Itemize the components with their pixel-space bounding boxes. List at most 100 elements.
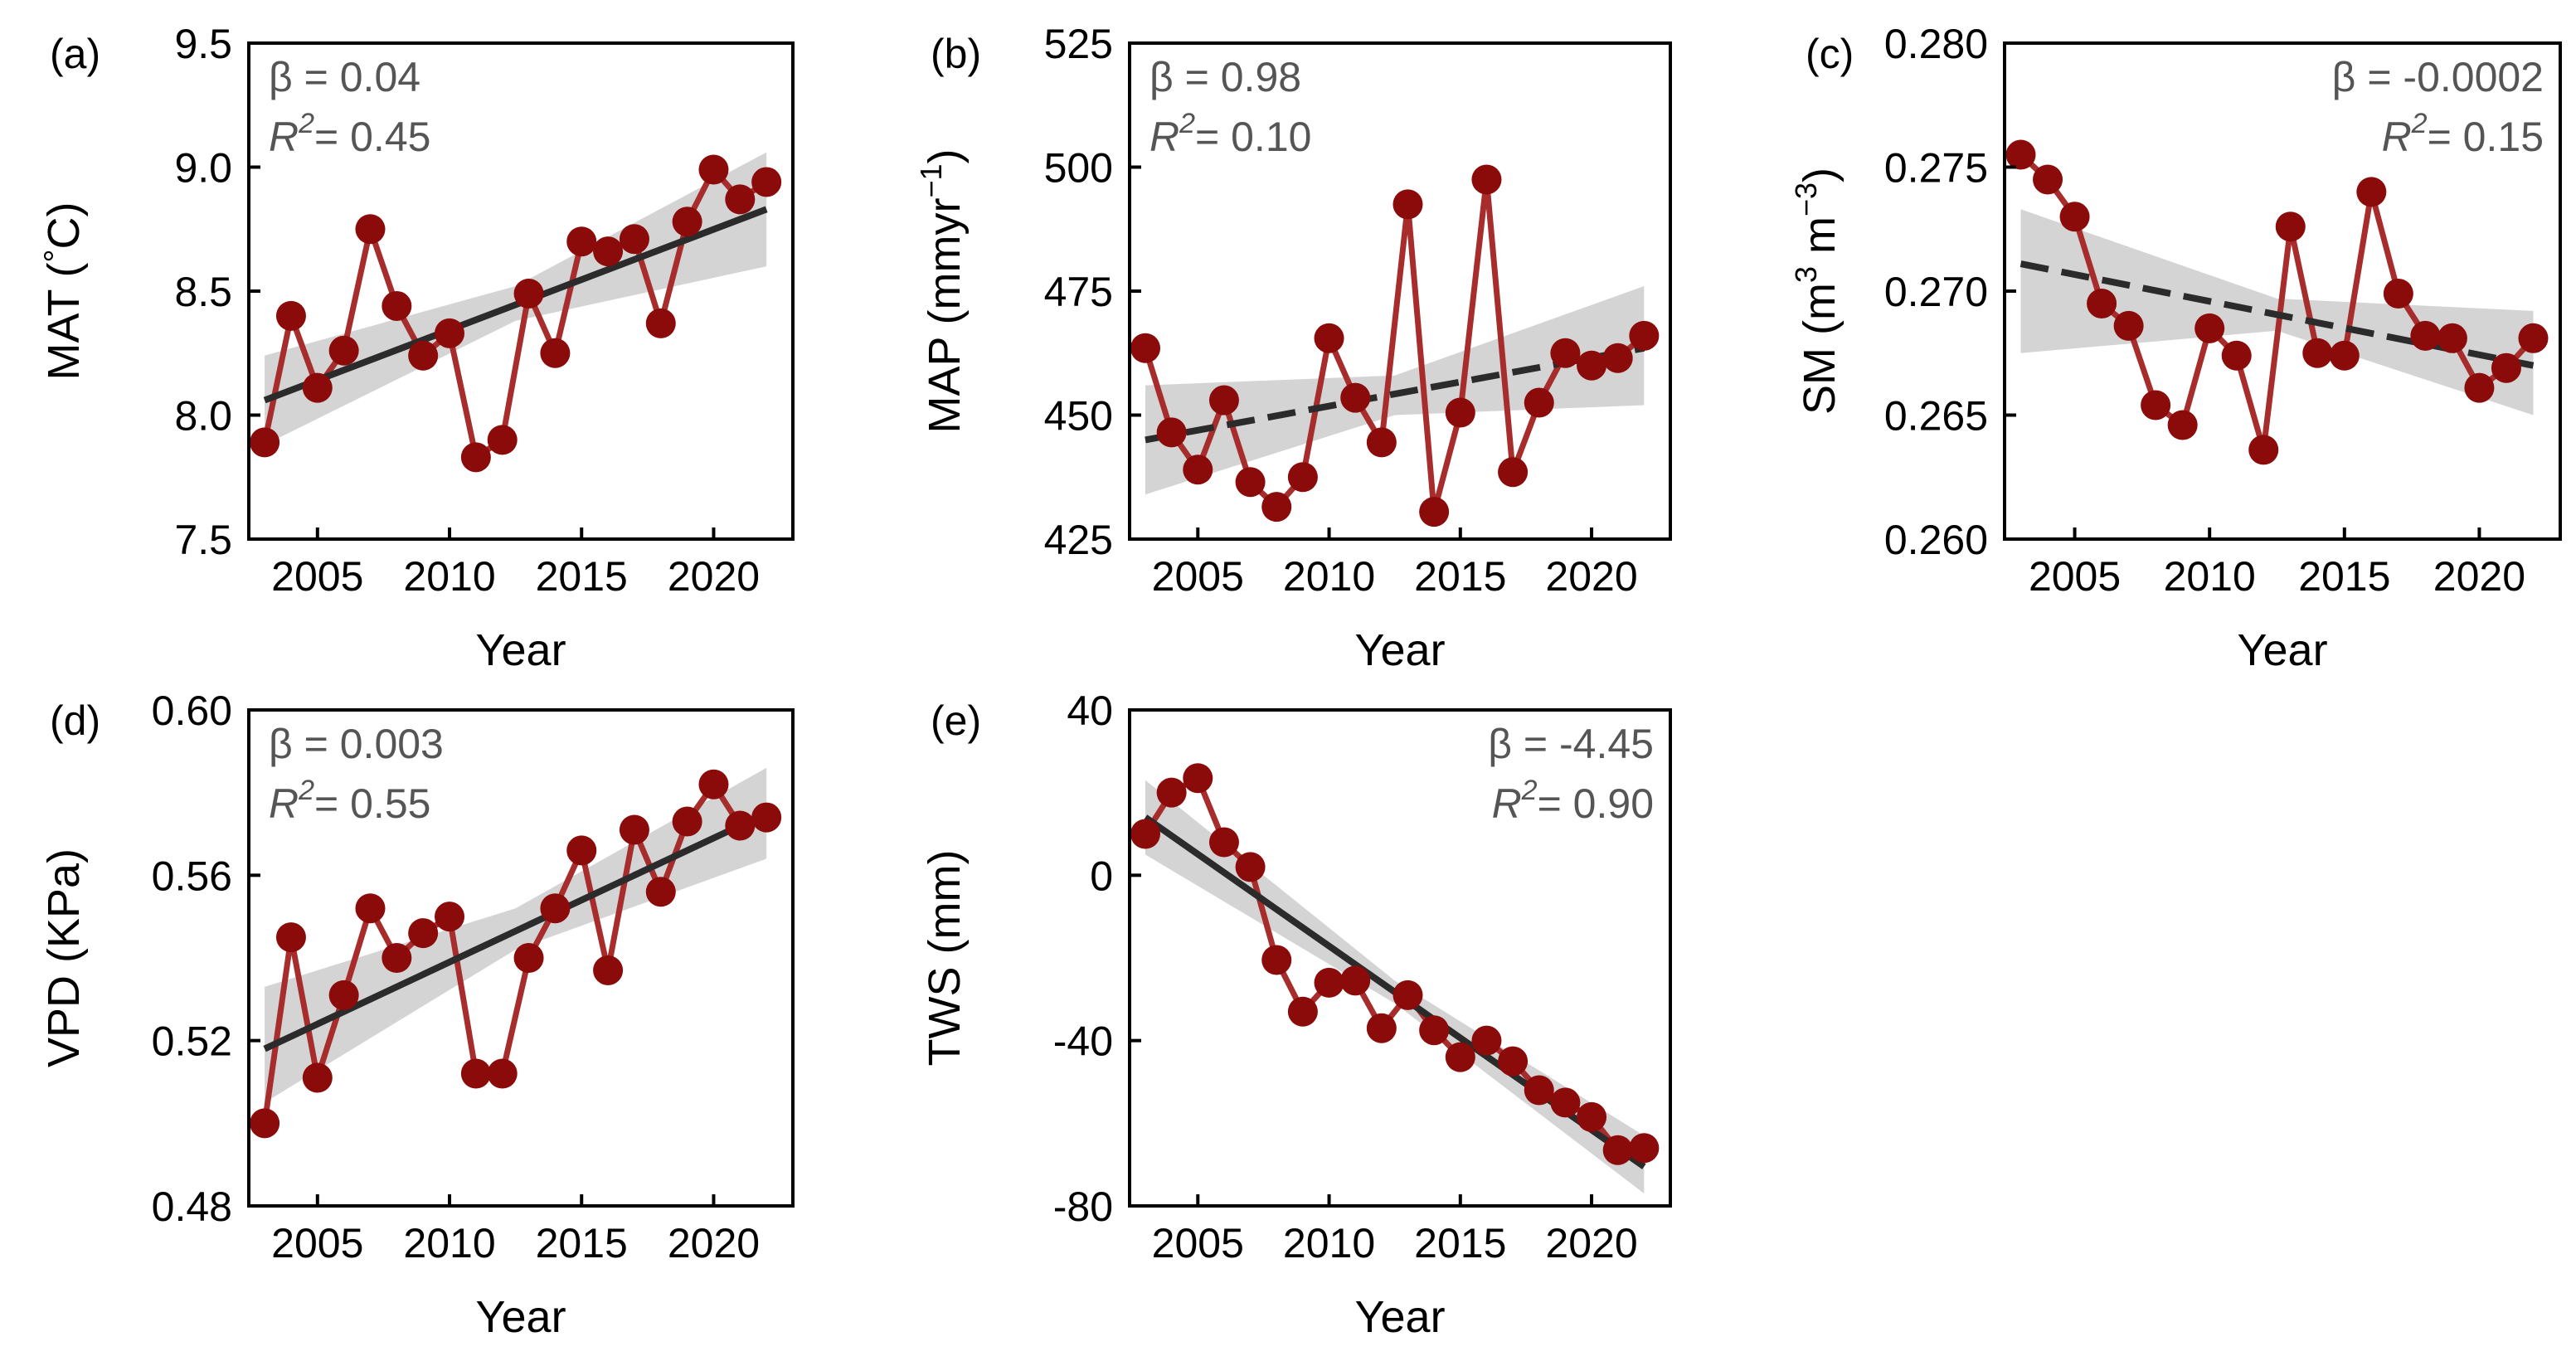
data-point — [1524, 387, 1554, 418]
data-point — [250, 1108, 280, 1139]
x-tick-label: 2015 — [1414, 1220, 1506, 1266]
r2-superscript: 2 — [2411, 108, 2428, 139]
data-point — [1340, 965, 1371, 996]
data-point — [1602, 343, 1633, 373]
plot-frame — [247, 708, 795, 1208]
data-point — [1498, 1046, 1529, 1077]
beta-annotation: β = -0.0002 — [2332, 54, 2544, 100]
data-point — [355, 893, 386, 924]
trend-line — [263, 206, 768, 404]
beta-annotation: β = 0.98 — [1149, 54, 1301, 100]
data-point — [566, 226, 597, 257]
y-axis-title-part: −3 — [1789, 182, 1823, 216]
data-point — [1471, 164, 1502, 195]
x-tick-label: 2020 — [668, 1220, 760, 1266]
data-point — [1602, 1135, 1633, 1165]
y-axis-title-part: TWS (mm) — [920, 850, 970, 1067]
x-tick-label: 2015 — [2298, 553, 2390, 600]
data-point — [1314, 323, 1344, 353]
data-point — [1183, 763, 1213, 794]
r2-value: = 0.90 — [1538, 780, 1654, 827]
data-point — [698, 769, 729, 800]
data-point — [1366, 1013, 1397, 1043]
trend-line — [263, 809, 768, 1052]
data-point — [2033, 164, 2063, 195]
x-tick-label: 2010 — [403, 553, 495, 600]
data-point — [513, 943, 544, 973]
y-axis-title: MAT (°C) — [38, 202, 89, 381]
y-tick-label: 450 — [1044, 393, 1113, 440]
y-axis-title: SM (m3 m−3) — [1789, 168, 1845, 415]
data-point — [619, 814, 649, 845]
data-point — [1629, 1133, 1660, 1164]
data-point — [1550, 1087, 1581, 1118]
data-point — [302, 372, 333, 403]
y-tick-label: 0.265 — [1884, 393, 1988, 440]
y-axis-title: MAP (mmyr−1) — [914, 148, 970, 433]
x-tick-label: 2010 — [2164, 553, 2256, 600]
data-point — [328, 335, 359, 366]
y-tick-label: 525 — [1044, 21, 1113, 67]
x-tick-label: 2020 — [1545, 1220, 1637, 1266]
x-axis-title: Year — [1354, 1292, 1445, 1342]
data-point — [645, 308, 676, 338]
y-tick-label: 0.60 — [152, 688, 232, 734]
x-tick-label: 2020 — [1545, 553, 1637, 600]
data-point — [725, 184, 756, 215]
y-tick-label: -80 — [1053, 1184, 1113, 1230]
x-axis-title: Year — [2237, 625, 2327, 675]
confidence-band — [1145, 286, 1645, 495]
data-point — [2221, 340, 2252, 371]
y-axis-title-part: ° — [38, 249, 75, 262]
data-point — [2302, 338, 2333, 368]
data-point — [1445, 1042, 1475, 1072]
data-point — [1524, 1075, 1554, 1106]
data-point — [1550, 338, 1581, 368]
r2-superscript: 2 — [1179, 108, 1195, 139]
x-tick-label: 2010 — [403, 1220, 495, 1266]
data-point — [2491, 352, 2521, 383]
data-point — [2275, 211, 2306, 242]
y-tick-label: 7.5 — [174, 517, 232, 563]
data-point — [435, 318, 465, 348]
data-point — [2194, 313, 2225, 343]
data-point — [540, 893, 571, 924]
data-point — [460, 442, 491, 473]
beta-annotation: β = -4.45 — [1488, 721, 1654, 767]
r2-symbol: R — [1492, 780, 1522, 827]
r2-annotation: R2= 0.45 — [269, 108, 430, 160]
data-point — [1130, 333, 1160, 363]
data-point — [1261, 945, 1292, 975]
x-tick-label: 2020 — [668, 553, 760, 600]
y-axis-title-part: ) — [920, 148, 970, 163]
r2-value: = 0.10 — [1195, 114, 1311, 160]
data-point — [1498, 457, 1529, 488]
r2-value: = 0.15 — [2428, 114, 2544, 160]
data-point — [2464, 372, 2495, 403]
x-tick-label: 2005 — [2029, 553, 2121, 600]
y-axis-title-part: m — [1795, 216, 1845, 266]
panel-label: (c) — [1806, 31, 1854, 77]
data-point — [2248, 435, 2279, 465]
y-axis-title-part: 3 — [1789, 266, 1823, 283]
r2-symbol: R — [269, 780, 299, 827]
data-point — [1577, 1101, 1607, 1132]
data-point — [1419, 1015, 1450, 1046]
data-point — [382, 943, 412, 973]
data-point — [1208, 385, 1239, 416]
y-axis-title-part: SM (m — [1795, 283, 1845, 415]
data-point — [619, 224, 649, 255]
data-point — [1130, 819, 1160, 849]
x-tick-label: 2005 — [1152, 1220, 1244, 1266]
plot-frame — [1128, 708, 1672, 1208]
y-axis-title: TWS (mm) — [920, 850, 970, 1067]
data-point — [408, 918, 439, 949]
x-tick-label: 2010 — [1283, 553, 1375, 600]
data-point — [1208, 827, 1239, 858]
data-point — [1156, 777, 1187, 808]
r2-annotation: R2= 0.90 — [1492, 775, 1654, 827]
data-point — [1156, 417, 1187, 448]
data-point — [328, 979, 359, 1010]
data-point — [2167, 410, 2198, 440]
data-point — [645, 877, 676, 907]
